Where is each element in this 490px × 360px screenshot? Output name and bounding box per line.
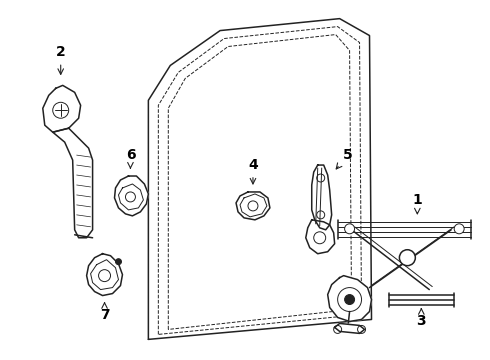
Text: 1: 1 — [413, 193, 422, 214]
Circle shape — [344, 224, 355, 234]
Polygon shape — [115, 176, 148, 216]
Circle shape — [454, 224, 464, 234]
Text: 5: 5 — [336, 148, 352, 169]
Circle shape — [116, 259, 122, 265]
Text: 2: 2 — [56, 45, 66, 75]
Polygon shape — [87, 254, 122, 296]
Polygon shape — [312, 165, 332, 230]
Polygon shape — [53, 128, 93, 238]
Polygon shape — [236, 192, 270, 220]
Text: 3: 3 — [416, 309, 426, 328]
Polygon shape — [335, 323, 365, 333]
Text: 4: 4 — [248, 158, 258, 184]
Polygon shape — [306, 220, 335, 254]
Circle shape — [399, 250, 416, 266]
Polygon shape — [328, 276, 371, 321]
Polygon shape — [43, 85, 81, 132]
Circle shape — [344, 294, 355, 305]
Text: 6: 6 — [125, 148, 135, 168]
Text: 7: 7 — [100, 302, 109, 323]
